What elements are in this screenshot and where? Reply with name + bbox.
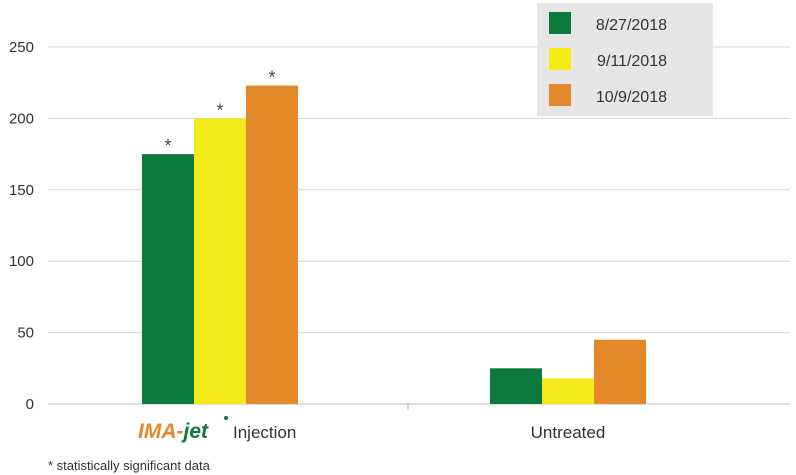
bar-untreated-2: [542, 378, 594, 404]
y-tick-label: 100: [9, 253, 34, 270]
significance-star: *: [216, 100, 223, 120]
legend-label: 8/27/2018: [596, 17, 667, 34]
legend-label: 10/9/2018: [596, 89, 667, 106]
significance-star: *: [268, 68, 275, 88]
legend-swatch: [549, 84, 571, 106]
legend-label: 9/11/2018: [597, 53, 667, 70]
footnote: * statistically significant data: [48, 458, 210, 473]
bars: [142, 85, 646, 405]
y-tick-label: 200: [9, 110, 34, 127]
y-tick-label: 250: [9, 39, 34, 56]
bar-injection-2: [194, 118, 246, 405]
bar-untreated-1: [490, 368, 542, 404]
legend-swatch: [549, 48, 571, 70]
bar-untreated-3: [594, 339, 646, 404]
bar-injection-1: [142, 154, 194, 404]
legend-swatch: [549, 12, 571, 34]
x-axis: IMA-jet Injection Untreated: [138, 416, 605, 443]
category-label-untreated: Untreated: [531, 423, 606, 442]
ima-jet-logo: IMA-jet: [138, 420, 209, 443]
y-tick-label: 150: [9, 182, 34, 199]
logo-dot: [224, 416, 228, 420]
y-tick-label: 0: [26, 396, 34, 413]
legend: 8/27/2018 9/11/2018 10/9/2018: [537, 3, 713, 116]
category-label-injection: Injection: [233, 423, 296, 442]
significance-markers: * * *: [164, 68, 275, 157]
bar-injection-3: [246, 85, 298, 404]
significance-star: *: [164, 136, 171, 156]
y-tick-label: 50: [17, 325, 34, 342]
y-axis: 0 50 100 150 200 250: [9, 39, 34, 413]
